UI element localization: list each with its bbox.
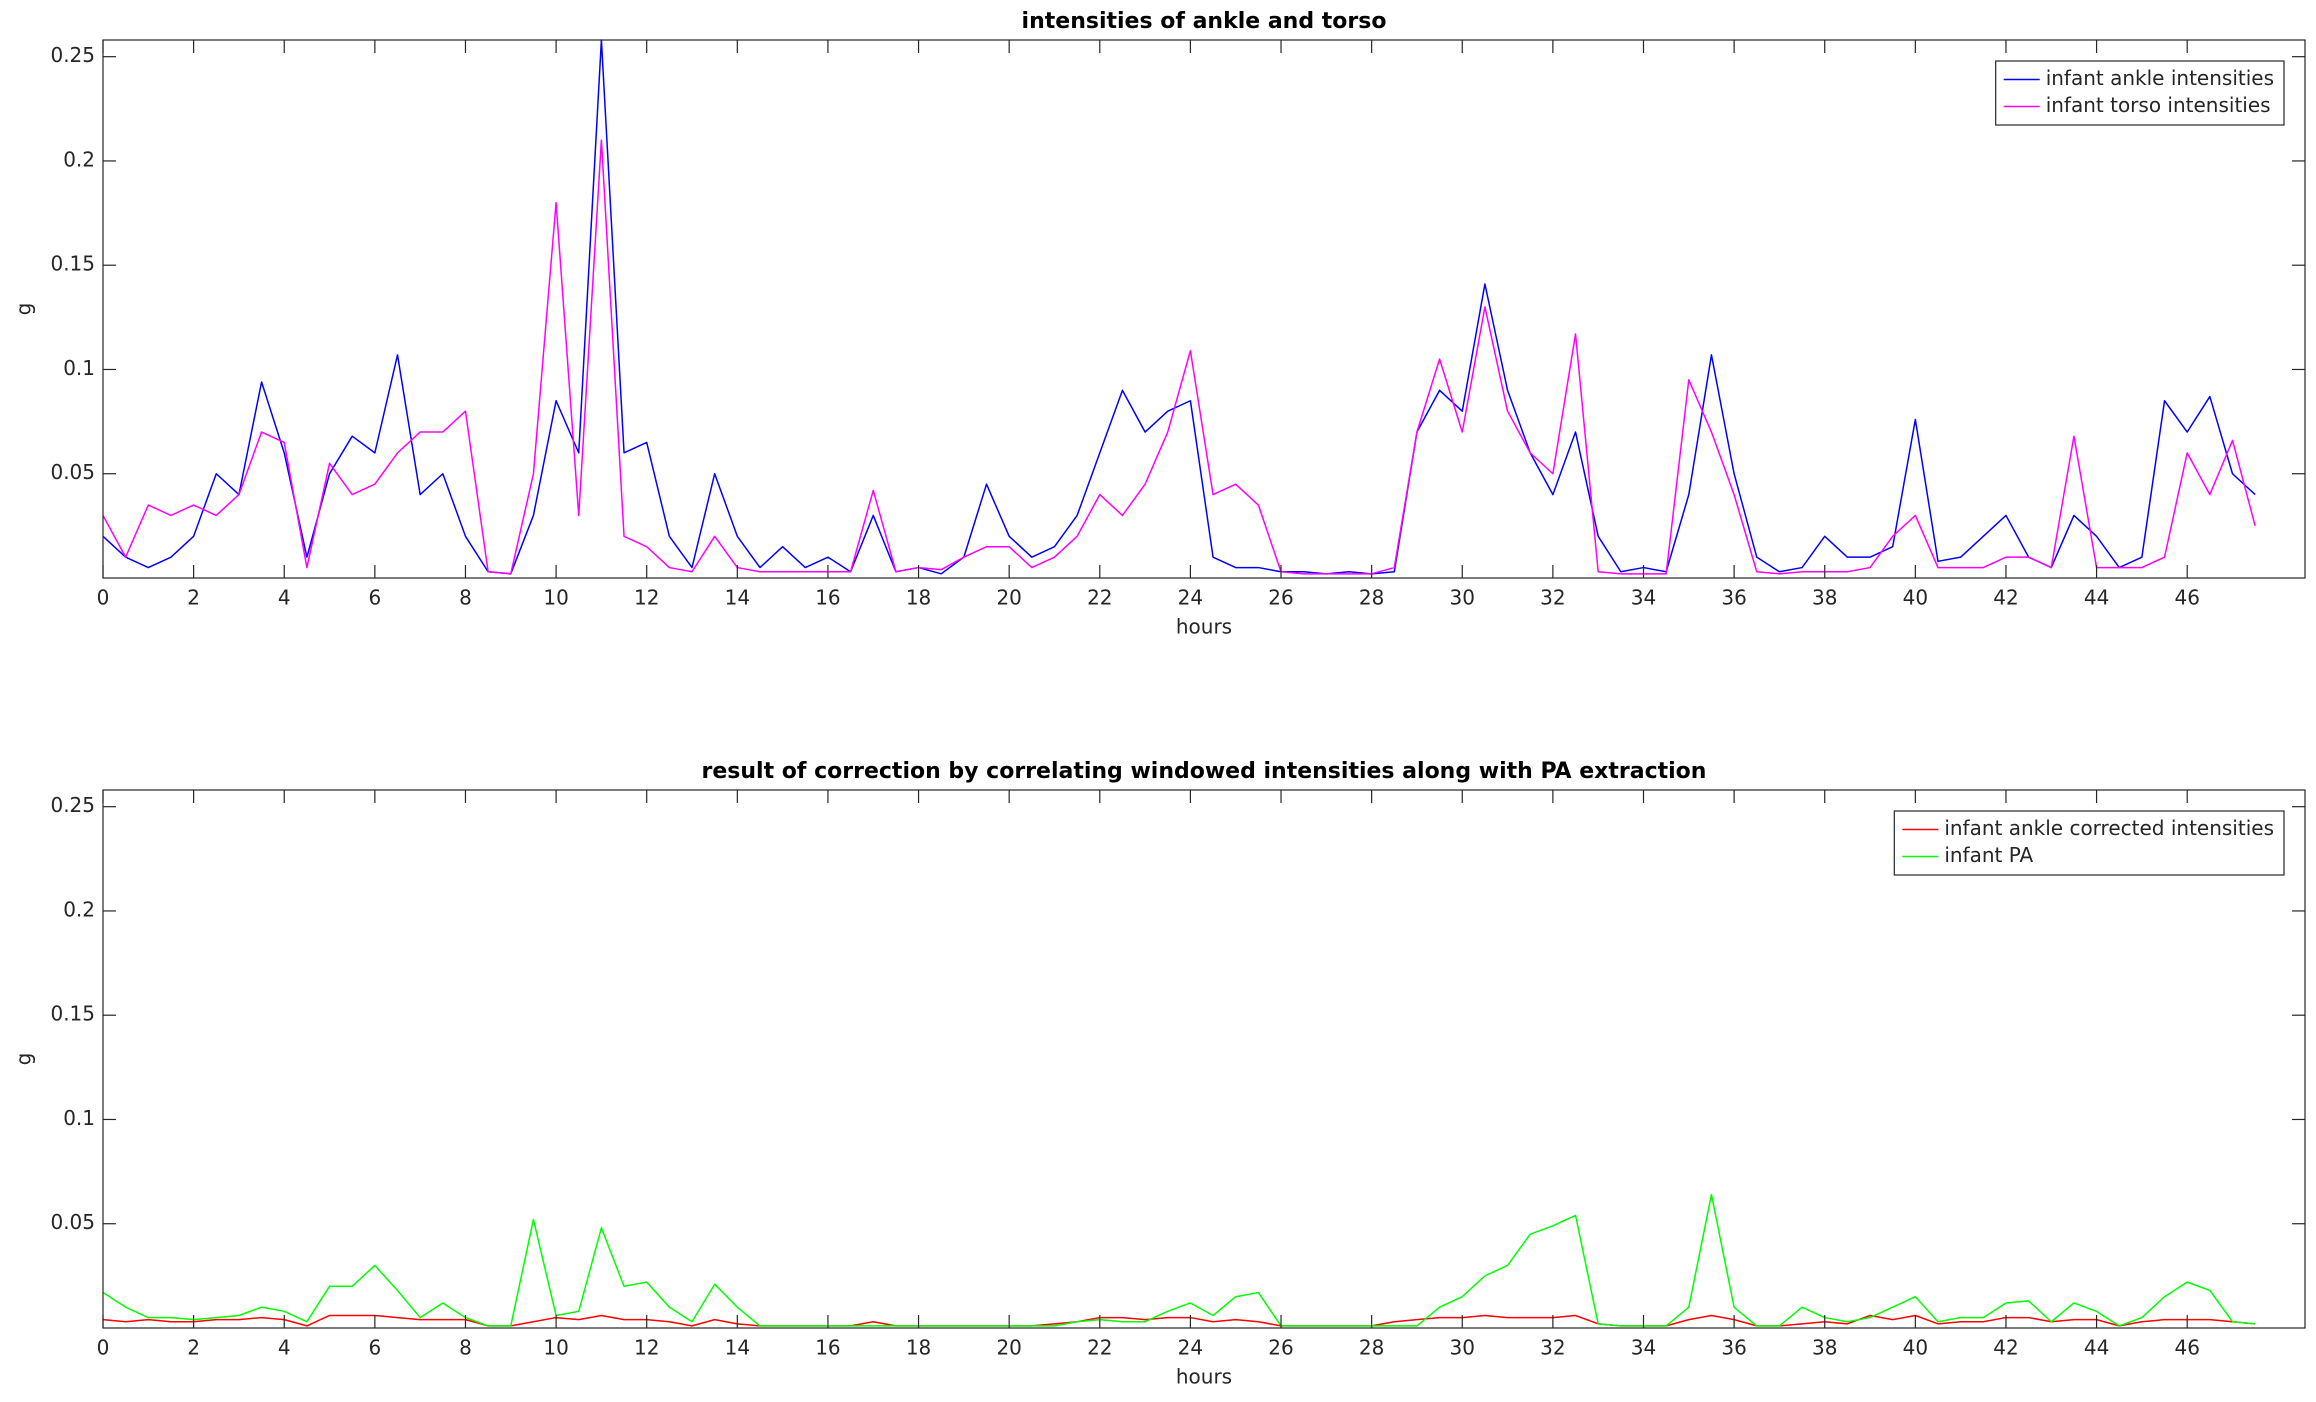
x-tick-label: 16 (815, 1336, 840, 1360)
x-tick-label: 8 (459, 586, 472, 610)
x-tick-label: 24 (1178, 586, 1203, 610)
legend-label: infant ankle intensities (2046, 66, 2274, 90)
x-tick-label: 40 (1903, 586, 1928, 610)
x-axis-label: hours (1176, 1365, 1232, 1389)
y-tick-label: 0.2 (63, 897, 95, 921)
legend: infant ankle intensities infant torso int… (1995, 60, 2285, 126)
x-tick-label: 40 (1903, 1336, 1928, 1360)
y-tick-label: 0.1 (63, 356, 95, 380)
y-tick-label: 0.1 (63, 1106, 95, 1130)
y-tick-label: 0.25 (50, 793, 95, 817)
series-line (102, 1193, 2256, 1327)
legend-label: infant torso intensities (2046, 93, 2271, 117)
x-tick-label: 0 (97, 586, 110, 610)
x-tick-label: 20 (996, 586, 1021, 610)
series-line (102, 139, 2256, 575)
x-tick-label: 2 (187, 1336, 200, 1360)
plot-area (103, 40, 2305, 578)
legend-box (1995, 60, 2285, 126)
x-tick-label: 16 (815, 586, 840, 610)
legend-label: infant PA (1944, 843, 2033, 867)
y-tick-label: 0.15 (50, 252, 95, 276)
x-tick-label: 46 (2174, 586, 2199, 610)
x-tick-label: 44 (2084, 586, 2109, 610)
x-tick-label: 10 (543, 1336, 568, 1360)
x-tick-label: 6 (368, 586, 381, 610)
x-tick-label: 8 (459, 1336, 472, 1360)
legend: infant ankle corrected intensities infant… (1893, 810, 2285, 876)
y-tick-label: 0.15 (50, 1002, 95, 1026)
x-tick-label: 38 (1812, 1336, 1837, 1360)
x-tick-label: 18 (906, 1336, 931, 1360)
x-axis-label: hours (1176, 615, 1232, 639)
x-tick-label: 26 (1268, 586, 1293, 610)
axes-box (102, 789, 2306, 1329)
x-tick-label: 32 (1540, 586, 1565, 610)
x-tick-label: 12 (634, 586, 659, 610)
series-line (102, 1314, 2256, 1327)
legend-label: infant ankle corrected intensities (1944, 816, 2274, 840)
y-axis-label: g (12, 303, 36, 316)
x-tick-label: 2 (187, 586, 200, 610)
x-tick-label: 10 (543, 586, 568, 610)
x-tick-label: 14 (725, 586, 750, 610)
x-tick-label: 24 (1178, 1336, 1203, 1360)
x-tick-label: 36 (1721, 1336, 1746, 1360)
x-tick-label: 30 (1450, 1336, 1475, 1360)
x-tick-label: 0 (97, 1336, 110, 1360)
x-tick-label: 34 (1631, 586, 1656, 610)
x-tick-label: 36 (1721, 586, 1746, 610)
y-tick-label: 0.25 (50, 43, 95, 67)
x-tick-label: 12 (634, 1336, 659, 1360)
y-tick-label: 0.05 (50, 1210, 95, 1234)
y-axis-label: g (12, 1053, 36, 1066)
series-line (102, 39, 2256, 575)
chart-title: result of correction by correlating wind… (702, 759, 1707, 784)
x-tick-label: 6 (368, 1336, 381, 1360)
legend-box (1893, 810, 2285, 876)
x-tick-label: 14 (725, 1336, 750, 1360)
x-tick-label: 42 (1993, 586, 2018, 610)
x-tick-label: 46 (2174, 1336, 2199, 1360)
x-tick-label: 18 (906, 586, 931, 610)
chart-title: intensities of ankle and torso (1022, 9, 1387, 34)
x-tick-label: 34 (1631, 1336, 1656, 1360)
y-tick-label: 0.05 (50, 460, 95, 484)
x-tick-label: 38 (1812, 586, 1837, 610)
x-tick-label: 30 (1450, 586, 1475, 610)
x-tick-label: 28 (1359, 586, 1384, 610)
x-tick-label: 4 (278, 586, 291, 610)
x-tick-label: 22 (1087, 586, 1112, 610)
x-tick-label: 4 (278, 1336, 291, 1360)
x-tick-label: 22 (1087, 1336, 1112, 1360)
plot-area (103, 790, 2305, 1328)
x-tick-label: 20 (996, 1336, 1021, 1360)
y-tick-label: 0.2 (63, 147, 95, 171)
x-tick-label: 26 (1268, 1336, 1293, 1360)
x-tick-label: 32 (1540, 1336, 1565, 1360)
axes: result of correction by correlating wind… (12, 759, 2306, 1389)
x-tick-label: 44 (2084, 1336, 2109, 1360)
x-tick-label: 28 (1359, 1336, 1384, 1360)
axes-box (102, 39, 2306, 579)
x-tick-label: 42 (1993, 1336, 2018, 1360)
